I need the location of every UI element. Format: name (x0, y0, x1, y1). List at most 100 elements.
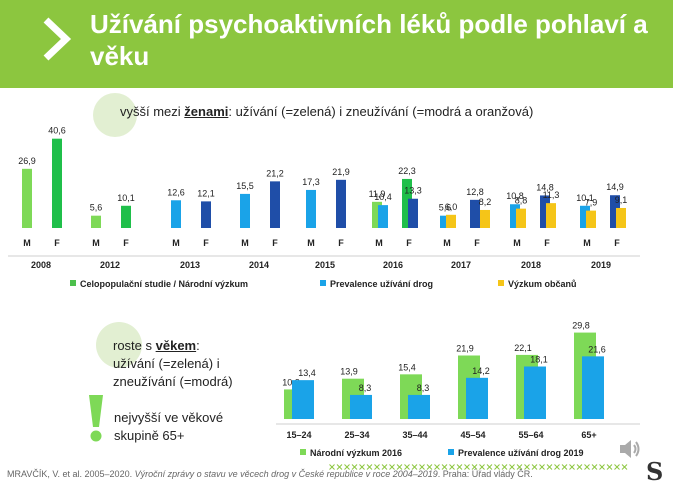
cross-mark (599, 464, 605, 470)
axis-tick-label: F (406, 238, 412, 248)
bar-prevalence-2019 (524, 366, 546, 419)
page-title: Užívání psychoaktivních léků podle pohla… (90, 9, 648, 71)
data-label: 22,1 (514, 343, 532, 353)
bar-f (52, 138, 62, 228)
cross-mark (569, 464, 575, 470)
cross-mark (344, 464, 350, 470)
bar-f (616, 207, 626, 228)
data-label: 10,8 (506, 191, 524, 201)
legend-label: Prevalence užívání drog (330, 279, 433, 289)
speaker-icon[interactable] (618, 437, 642, 461)
header-bar: Užívání psychoaktivních léků podle pohla… (0, 0, 673, 88)
cross-mark (614, 464, 620, 470)
gender-subtitle: vyšší mezi ženami: užívání (=zelená) i z… (120, 104, 534, 119)
axis-tick-label: 45–54 (460, 430, 485, 440)
axis-tick-label: F (54, 238, 60, 248)
oldest-group-note: nejvyšší ve věkové skupině 65+ (114, 410, 224, 443)
data-label: 8,2 (479, 197, 492, 207)
cross-mark (464, 464, 470, 470)
cross-mark (531, 464, 538, 470)
data-label: 15,5 (236, 181, 254, 191)
data-label: 7,9 (585, 198, 598, 208)
exclamation-icon (89, 395, 103, 442)
cross-mark (621, 464, 628, 470)
axis-tick-label: 55–64 (518, 430, 543, 440)
data-label: 26,9 (18, 156, 36, 166)
data-label: 6,0 (445, 202, 458, 212)
bar-m (586, 210, 596, 228)
axis-tick-label: M (307, 238, 315, 248)
data-label: 8,3 (359, 383, 372, 393)
cross-mark (411, 464, 418, 470)
axis-tick-label: F (474, 238, 480, 248)
data-label: 8,8 (515, 196, 528, 206)
data-label: 21,6 (588, 344, 606, 354)
cross-mark (441, 464, 448, 470)
data-label: 10,1 (117, 193, 135, 203)
cross-mark (524, 464, 530, 470)
axis-tick-label: M (241, 238, 249, 248)
data-label: 12,1 (197, 188, 215, 198)
data-label: 13,4 (298, 368, 316, 378)
cross-mark (516, 464, 523, 470)
cross-mark (494, 464, 500, 470)
year-label: 2013 (180, 260, 200, 270)
data-label: 21,9 (332, 167, 350, 177)
data-label: 14,9 (606, 182, 624, 192)
bar-f (610, 195, 620, 228)
cross-mark (471, 464, 478, 470)
year-label: 2017 (451, 260, 471, 270)
cross-mark (374, 464, 380, 470)
data-label: 14,2 (472, 366, 490, 376)
data-label: 12,6 (167, 187, 185, 197)
bar-prevalence-2019 (408, 394, 430, 419)
data-label: 13,9 (340, 367, 358, 377)
data-label: 10,4 (374, 192, 392, 202)
axis-tick-label: M (443, 238, 451, 248)
axis-tick-label: 35–44 (402, 430, 427, 440)
data-label: 11,3 (543, 190, 560, 200)
legend-label: Národní výzkum 2016 (310, 448, 402, 458)
data-label: 12,8 (466, 187, 484, 197)
axis-tick-label: F (123, 238, 129, 248)
bar-m (240, 193, 250, 228)
data-label: 8,3 (417, 383, 430, 393)
bar-m (378, 205, 388, 228)
legend-label: Výzkum občanů (508, 279, 577, 289)
axis-tick-label: 65+ (581, 430, 596, 440)
axis-tick-label: F (272, 238, 278, 248)
footer-citation: MRAVČÍK, V. et al. 2005–2020. Výroční zp… (7, 469, 533, 479)
data-label: 21,9 (456, 343, 474, 353)
axis-tick-label: 15–24 (286, 430, 311, 440)
year-label: 2016 (383, 260, 403, 270)
cross-mark (336, 464, 343, 470)
cross-mark (329, 464, 335, 470)
cross-mark (591, 464, 598, 470)
bar-m (580, 205, 590, 228)
data-label: 21,2 (266, 168, 284, 178)
cross-mark (389, 464, 395, 470)
cross-mark (554, 464, 560, 470)
cross-mark (584, 464, 590, 470)
bar-m (440, 215, 450, 228)
legend-label: Prevalence užívání drog 2019 (458, 448, 584, 458)
axis-tick-label: F (338, 238, 344, 248)
bar-m (446, 214, 456, 228)
bar-m (306, 189, 316, 228)
year-label: 2008 (31, 260, 51, 270)
age-chart: 10,213,415–2413,98,325–3415,48,335–4421,… (276, 321, 640, 458)
cross-mark (359, 464, 365, 470)
cross-mark (546, 464, 553, 470)
bar-m (516, 208, 526, 228)
axis-tick-label: M (583, 238, 591, 248)
legend-swatch (448, 449, 454, 455)
bar-prevalence-2019 (292, 380, 314, 419)
legend-swatch (70, 280, 76, 286)
axis-tick-label: F (614, 238, 620, 248)
cross-mark (606, 464, 613, 470)
bar-prevalence-2019 (466, 377, 488, 419)
cross-mark (381, 464, 388, 470)
cross-mark (479, 464, 485, 470)
cross-mark (426, 464, 433, 470)
data-label: 10,2 (282, 377, 300, 387)
